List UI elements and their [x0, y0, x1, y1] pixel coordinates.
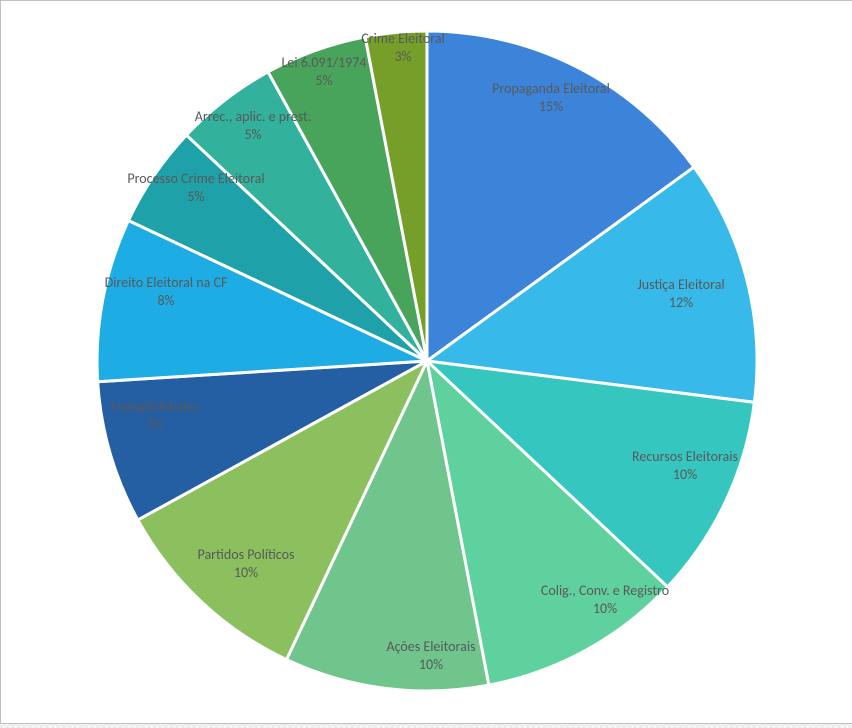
- slice-percent: 3%: [394, 48, 411, 65]
- pie-svg: Propaganda Eleitoral15% Justiça Eleitoral…: [1, 1, 852, 723]
- slice-label: Processo Crime Eleitoral: [127, 170, 264, 187]
- pie-chart: Propaganda Eleitoral15% Justiça Eleitoral…: [0, 0, 852, 724]
- slice-label: Recursos Eleitorais: [632, 448, 738, 465]
- slice-percent: 12%: [669, 294, 693, 311]
- slice-percent: 5%: [315, 72, 332, 89]
- slice-label: Direito Eleitoral na CF: [105, 274, 228, 291]
- slice-percent: 5%: [244, 126, 261, 143]
- slice-label: Crime Eleitoral: [361, 30, 445, 47]
- slice-label: Ações Eleitorais: [386, 638, 475, 655]
- slice-label: Inelegibilidades: [111, 398, 200, 415]
- slice-label: Partidos Políticos: [198, 546, 295, 563]
- slice-label: Propaganda Eleitoral: [492, 80, 610, 97]
- slice-label: Colig., Conv. e Registro: [541, 582, 669, 599]
- slice-label: Justiça Eleitoral: [637, 276, 724, 293]
- slice-label: Arrec., aplic. e prest.: [195, 108, 312, 125]
- slice-percent: 10%: [234, 564, 258, 581]
- slice-percent: 7%: [146, 416, 163, 433]
- slice-percent: 10%: [419, 656, 443, 673]
- slice-label: Lei 6.091/1974: [282, 54, 367, 71]
- slice-percent: 10%: [593, 600, 617, 617]
- slice-percent: 15%: [539, 98, 563, 115]
- slice-percent: 5%: [187, 188, 204, 205]
- slice-percent: 8%: [157, 292, 174, 309]
- slice-percent: 10%: [673, 466, 697, 483]
